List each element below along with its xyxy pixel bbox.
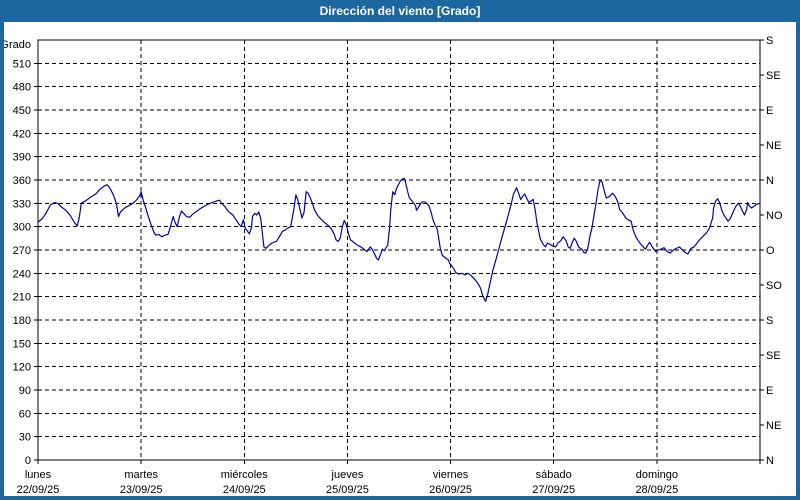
y-tick-label: 420 — [13, 128, 31, 140]
compass-label: N — [766, 175, 774, 187]
y-tick-label: 450 — [13, 105, 31, 117]
y-tick-label: 480 — [13, 82, 31, 94]
y-tick-label: 180 — [13, 315, 31, 327]
y-tick-label: 30 — [19, 432, 31, 444]
wind-direction-line — [37, 177, 760, 302]
y-axis-title: Grado — [4, 39, 31, 51]
x-day-name: lunes — [25, 469, 52, 481]
x-day-date: 25/09/25 — [326, 484, 369, 496]
compass-label: E — [766, 385, 773, 397]
x-day-name: miércoles — [221, 469, 269, 481]
x-day-date: 26/09/25 — [429, 484, 472, 496]
y-tick-label: 330 — [13, 198, 31, 210]
compass-label: E — [766, 105, 773, 117]
compass-label: NE — [766, 420, 781, 432]
y-tick-label: 360 — [13, 175, 31, 187]
y-tick-label: 60 — [19, 408, 31, 420]
compass-label: O — [766, 245, 775, 257]
x-day-name: jueves — [331, 469, 364, 481]
x-day-date: 27/09/25 — [532, 484, 575, 496]
compass-label: N — [766, 455, 774, 467]
y-tick-label: 0 — [25, 455, 31, 467]
compass-label: NE — [766, 140, 781, 152]
plot-border — [37, 39, 761, 461]
y-tick-label: 390 — [13, 152, 31, 164]
y-tick-label: 240 — [13, 268, 31, 280]
x-day-date: 24/09/25 — [223, 484, 266, 496]
y-tick-label: 120 — [13, 362, 31, 374]
compass-label: S — [766, 315, 773, 327]
y-tick-label: 510 — [13, 58, 31, 70]
chart-title: Dirección del viento [Grado] — [319, 4, 481, 18]
x-day-name: martes — [124, 469, 158, 481]
compass-label: SO — [766, 280, 782, 292]
compass-label: SE — [766, 70, 781, 82]
compass-label: S — [766, 35, 773, 47]
y-tick-label: 210 — [13, 292, 31, 304]
chart-area: 0 30 60 90 120 150 180 210 240 270 300 330 360 390 420… — [4, 22, 796, 496]
y-tick-label: 270 — [13, 245, 31, 257]
x-day-date: 23/09/25 — [120, 484, 163, 496]
wind-chart: 0 30 60 90 120 150 180 210 240 270 300 330 360 390 420… — [4, 35, 783, 496]
y-tick-label: 90 — [19, 385, 31, 397]
x-day-date: 22/09/25 — [17, 484, 60, 496]
compass-label: SE — [766, 350, 781, 362]
x-day-name: sábado — [536, 469, 572, 481]
y-tick-label: 150 — [13, 338, 31, 350]
x-day-name: viernes — [433, 469, 469, 481]
x-day-date: 28/09/25 — [635, 484, 678, 496]
compass-label: NO — [766, 210, 783, 222]
y-tick-label: 300 — [13, 222, 31, 234]
chart-title-bar: Dirección del viento [Grado] — [0, 0, 800, 22]
x-day-name: domingo — [636, 469, 678, 481]
